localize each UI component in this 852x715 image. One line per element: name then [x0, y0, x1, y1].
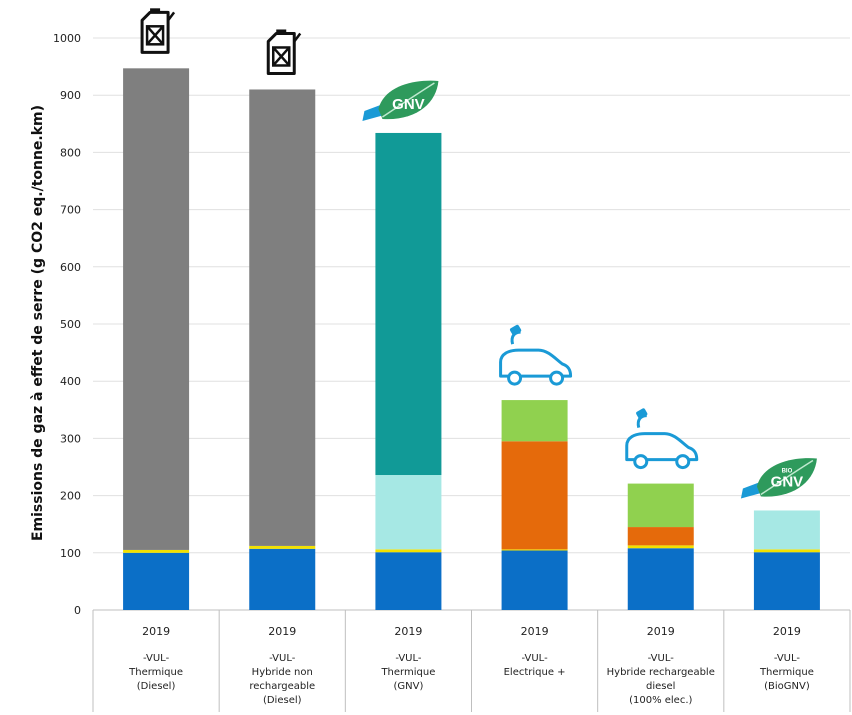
- y-tick-label: 300: [60, 432, 81, 445]
- bars: [123, 68, 820, 610]
- category-label: (100% elec.): [629, 695, 692, 706]
- bar-segment: [375, 552, 442, 610]
- category-label: Thermique: [759, 667, 814, 678]
- category-label: diesel: [646, 681, 675, 692]
- category-year: 2019: [647, 625, 675, 638]
- bar-segment: [501, 400, 568, 442]
- category-label: -VUL-: [269, 653, 296, 664]
- y-axis-ticks: 0 100 200 300 400 500 600 700 800 900 1000: [53, 32, 81, 617]
- gnv-leaf-icon: GNV: [362, 80, 439, 121]
- category-year: 2019: [394, 625, 422, 638]
- y-tick-label: 100: [60, 547, 81, 560]
- bar-segment: [501, 441, 568, 550]
- category-label: Electrique +: [504, 667, 566, 678]
- y-tick-label: 700: [60, 204, 81, 217]
- category-label: -VUL-: [774, 653, 801, 664]
- category-year: 2019: [142, 625, 170, 638]
- category-label: (BioGNV): [764, 681, 810, 692]
- bar-segment: [627, 483, 694, 528]
- y-tick-label: 500: [60, 318, 81, 331]
- category-label: -VUL-: [521, 653, 548, 664]
- bar-segment: [627, 527, 694, 546]
- category-label: -VUL-: [395, 653, 422, 664]
- bar-segment: [375, 475, 442, 550]
- bar-segment: [375, 549, 442, 553]
- category-label: rechargeable: [249, 681, 315, 692]
- electric-car-icon: [625, 408, 699, 470]
- category-label: (Diesel): [137, 681, 176, 692]
- category-year: 2019: [521, 625, 549, 638]
- category-year: 2019: [773, 625, 801, 638]
- category-table: 2019 -VUL- Thermique (Diesel) 2019 -VUL- Hybri…: [92, 610, 851, 712]
- bar-segment: [375, 132, 442, 476]
- bar-segment: [249, 89, 316, 546]
- category-label: Hybride non: [252, 667, 313, 678]
- bar-segment: [501, 549, 568, 551]
- category-label: Thermique: [380, 667, 435, 678]
- category-year: 2019: [268, 625, 296, 638]
- bar-segment: [249, 545, 316, 549]
- fuel-can-icon: [266, 29, 302, 75]
- y-axis-label: Emissions de gaz à effet de serre (g CO2…: [30, 105, 46, 541]
- bar-segment: [123, 68, 190, 550]
- fuel-can-icon: [140, 8, 176, 54]
- y-tick-label: 200: [60, 490, 81, 503]
- bar-segment: [123, 552, 190, 610]
- category-label: (GNV): [393, 681, 423, 692]
- bar-segment: [753, 510, 820, 550]
- bar-segment: [123, 549, 190, 553]
- bar-segment: [753, 549, 820, 553]
- y-tick-label: 900: [60, 89, 81, 102]
- category-label: Thermique: [128, 667, 183, 678]
- category-label: Hybride rechargeable: [607, 667, 715, 678]
- bar-segment: [627, 548, 694, 610]
- y-tick-label: 0: [74, 604, 81, 617]
- bio-small-label: BIO: [782, 468, 793, 474]
- gnv-label: GNV: [392, 96, 425, 113]
- category-label: (Diesel): [263, 695, 302, 706]
- category-label: -VUL-: [648, 653, 675, 664]
- category-label: -VUL-: [143, 653, 170, 664]
- y-tick-label: 800: [60, 146, 81, 159]
- bar-segment: [501, 550, 568, 610]
- y-tick-label: 600: [60, 261, 81, 274]
- bar-segment: [753, 552, 820, 610]
- bar-segment: [627, 545, 694, 549]
- electric-car-icon: [499, 324, 573, 386]
- y-tick-label: 1000: [53, 32, 81, 45]
- gridlines: [93, 37, 850, 611]
- gnv-label: GNV: [771, 473, 804, 490]
- y-tick-label: 400: [60, 375, 81, 388]
- bar-segment: [249, 548, 316, 610]
